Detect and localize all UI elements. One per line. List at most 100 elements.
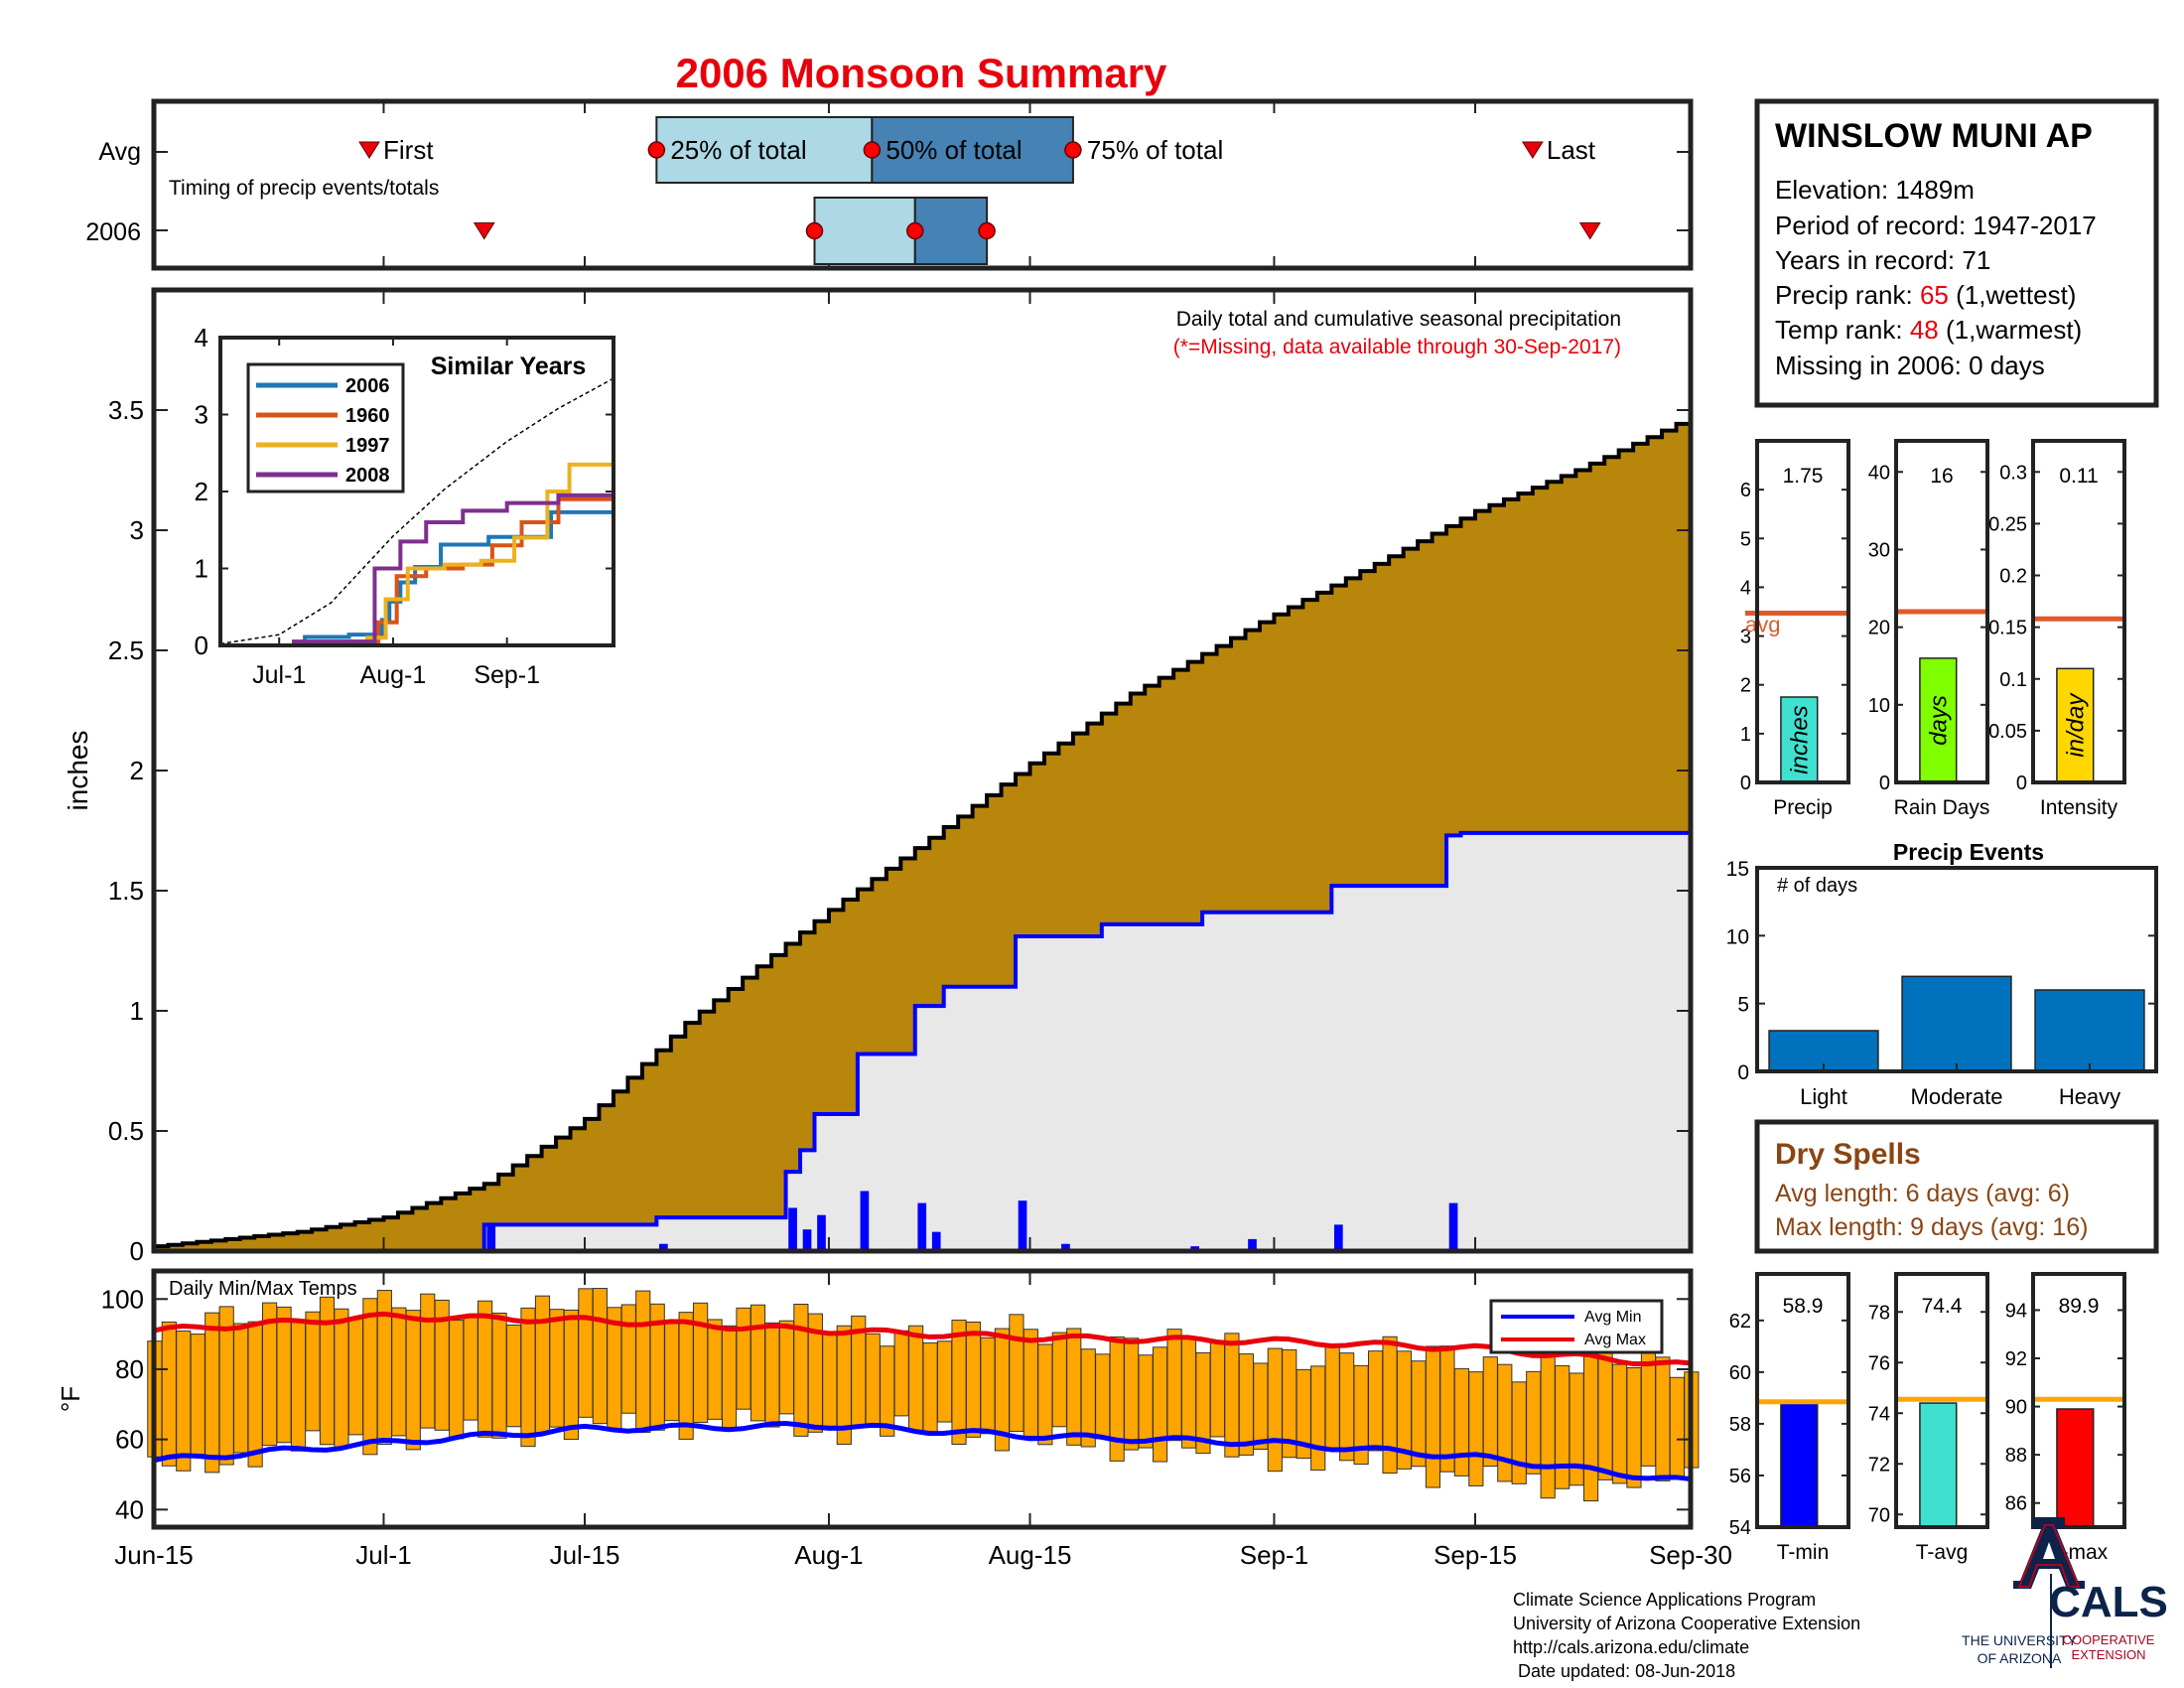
inset-series-1960 <box>220 492 615 647</box>
events-x-tick-label: Moderate <box>1911 1084 2003 1109</box>
daily-temp-range-bar <box>176 1331 192 1472</box>
daily-temp-range-bar <box>1382 1336 1398 1475</box>
stat-value-bar <box>1919 657 1958 783</box>
daily-temp-range-bar <box>778 1320 795 1415</box>
avg-max-line <box>153 1311 1692 1367</box>
dry-spells-avg-length: Avg length: 6 days (avg: 6) <box>1775 1180 2070 1207</box>
daily-precip-bar <box>802 1229 812 1251</box>
daily-temp-range-bar <box>764 1322 780 1428</box>
stat-y-tick-label: 0 <box>1740 773 1751 794</box>
legend-avg-max: Avg Max <box>1584 1332 1646 1348</box>
avg-cumulative-line <box>154 417 1693 1249</box>
daily-temp-range-bar <box>1080 1348 1096 1448</box>
daily-temp-range-bar <box>1439 1345 1455 1473</box>
x-tick-label: Sep-15 <box>1433 1540 1517 1570</box>
stat-y-tick-label: 2 <box>1740 675 1751 697</box>
daily-temp-range-bar <box>908 1325 924 1431</box>
stat-y-tick-label: 58 <box>1729 1414 1751 1436</box>
daily-temp-range-bar <box>1209 1339 1226 1438</box>
timing-percentile-dot <box>906 221 924 240</box>
daily-temp-range-bar <box>922 1341 938 1435</box>
daily-precip-bar <box>860 1191 870 1251</box>
stat-value-label: 16 <box>1930 465 1953 488</box>
daily-temp-range-bar <box>391 1307 407 1437</box>
daily-temp-range-bar <box>405 1310 421 1451</box>
daily-precip-bar <box>1448 1202 1458 1251</box>
daily-temp-range-bar <box>1468 1371 1484 1486</box>
daily-temp-range-bar <box>534 1295 551 1434</box>
main-y-tick-label: 0.5 <box>108 1116 144 1146</box>
footer-line-3: http://cals.arizona.edu/climate <box>1513 1637 1749 1657</box>
inset-y-tick-label: 2 <box>195 477 208 506</box>
stat-y-tick-label: 3 <box>1740 627 1751 648</box>
daily-temp-range-bar <box>1411 1360 1427 1468</box>
stat-value-label: 74.4 <box>1922 1295 1963 1318</box>
inset-series-1997 <box>220 461 615 647</box>
stat-y-tick-label: 92 <box>2005 1348 2027 1370</box>
x-tick-label: Jul-15 <box>550 1540 620 1570</box>
daily-temp-range-bar <box>1425 1345 1441 1488</box>
daily-temp-range-bar <box>334 1308 349 1449</box>
daily-temp-range-bar <box>1152 1346 1168 1463</box>
stat-y-tick-label: 0.05 <box>1988 721 2027 743</box>
stat-y-tick-label: 54 <box>1729 1517 1751 1539</box>
stat-unit-label: in/day <box>2062 692 2089 758</box>
daily-temp-range-bar <box>1540 1354 1556 1499</box>
cumulative-2006-area <box>154 830 1691 1251</box>
timing-percentile-dot <box>805 221 824 240</box>
daily-temp-range-bar <box>620 1304 636 1414</box>
legend-avg-min: Avg Min <box>1584 1309 1642 1326</box>
daily-temp-range-bar <box>721 1325 738 1431</box>
stat-value-bar <box>1919 1402 1958 1528</box>
daily-temp-range-bar <box>505 1325 522 1428</box>
main-ylabel: inches <box>63 731 93 811</box>
daily-temp-range-bar <box>1611 1363 1628 1484</box>
stat-y-tick-label: 0.15 <box>1988 618 2027 639</box>
main-x-axis: Jun-15 Jul-1 Jul-15 Aug-1 Aug-15 Sep-1 Sep-15 S… <box>114 1271 1732 1570</box>
stat-y-tick-label: 5 <box>1740 528 1751 550</box>
daily-temp-range-bar <box>563 1309 579 1441</box>
x-tick-label: Jul-1 <box>355 1540 411 1570</box>
daily-temp-range-bar <box>1555 1364 1570 1489</box>
timing-row-label-2006: 2006 <box>85 218 141 246</box>
daily-temp-range-bar <box>1166 1329 1182 1442</box>
stat-y-tick-label: 78 <box>1868 1302 1890 1324</box>
inset-legend-label: 1960 <box>345 405 390 427</box>
temps-y-tick-label: 60 <box>115 1425 144 1455</box>
daily-temp-range-bar <box>707 1319 723 1420</box>
stat-panel-frame <box>1894 1272 1989 1529</box>
main-y-tick-label: 3 <box>130 515 144 545</box>
station-years: Years in record: 71 <box>1775 245 1990 275</box>
timing-percentile-dot <box>647 141 666 159</box>
stat-y-tick-label: 0 <box>1879 773 1890 794</box>
stat-y-tick-label: 0 <box>2016 773 2027 794</box>
daily-precip-bar <box>1248 1238 1257 1251</box>
daily-temp-range-bar <box>1669 1376 1685 1478</box>
timing-first-marker <box>473 222 495 240</box>
stat-y-tick-label: 76 <box>1868 1352 1890 1374</box>
daily-precip-bar <box>486 1224 496 1251</box>
daily-temp-range-bar <box>1526 1370 1542 1475</box>
daily-temp-range-bar <box>1626 1366 1642 1488</box>
stat-y-tick-label: 30 <box>1868 539 1890 561</box>
stat-y-tick-label: 20 <box>1868 618 1890 639</box>
daily-temp-range-bar <box>319 1296 336 1446</box>
stat-y-tick-label: 6 <box>1740 480 1751 501</box>
daily-temp-range-bar <box>793 1303 809 1437</box>
timing-label-p25: 25% of total <box>670 135 806 165</box>
daily-temp-range-bar <box>161 1321 177 1467</box>
timing-panel: Avg 2006 Timing of precip events/totals … <box>85 98 1694 271</box>
stat-value-label: 1.75 <box>1783 465 1824 488</box>
footer-credits: Climate Science Applications Program Uni… <box>1513 1590 1860 1681</box>
main-annotation: Daily total and cumulative seasonal prec… <box>1176 308 1621 331</box>
daily-temp-range-bar <box>1138 1354 1154 1449</box>
daily-temp-range-bar <box>664 1322 680 1422</box>
daily-temp-range-bar <box>865 1333 881 1428</box>
timing-last-marker <box>1578 222 1601 240</box>
stat-value-label: 89.9 <box>2059 1295 2100 1318</box>
stat-y-tick-label: 94 <box>2005 1300 2027 1322</box>
inset-y-tick-label: 3 <box>195 400 208 430</box>
daily-precip-bar <box>1333 1224 1343 1251</box>
station-name: WINSLOW MUNI AP <box>1775 117 2093 155</box>
inset-y-tick-label: 1 <box>195 554 208 584</box>
